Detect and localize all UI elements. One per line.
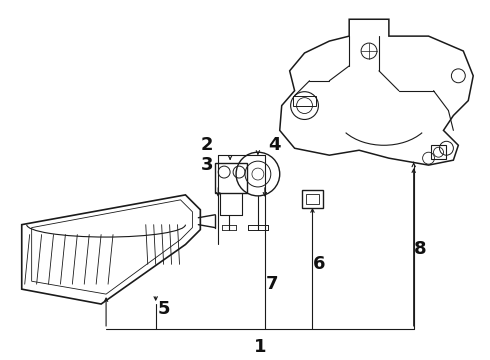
Text: 3: 3 xyxy=(201,156,214,174)
Text: 7: 7 xyxy=(266,275,278,293)
Bar xyxy=(301,190,323,208)
Bar xyxy=(215,163,247,193)
Polygon shape xyxy=(280,19,473,165)
Text: 4: 4 xyxy=(269,136,281,154)
Text: 5: 5 xyxy=(157,300,170,318)
Text: 2: 2 xyxy=(201,136,214,154)
Text: 8: 8 xyxy=(415,240,427,258)
Bar xyxy=(306,194,319,204)
Text: 6: 6 xyxy=(313,255,326,273)
Bar xyxy=(431,145,446,159)
Polygon shape xyxy=(22,195,200,304)
Bar xyxy=(293,96,317,105)
Text: 1: 1 xyxy=(254,338,266,356)
